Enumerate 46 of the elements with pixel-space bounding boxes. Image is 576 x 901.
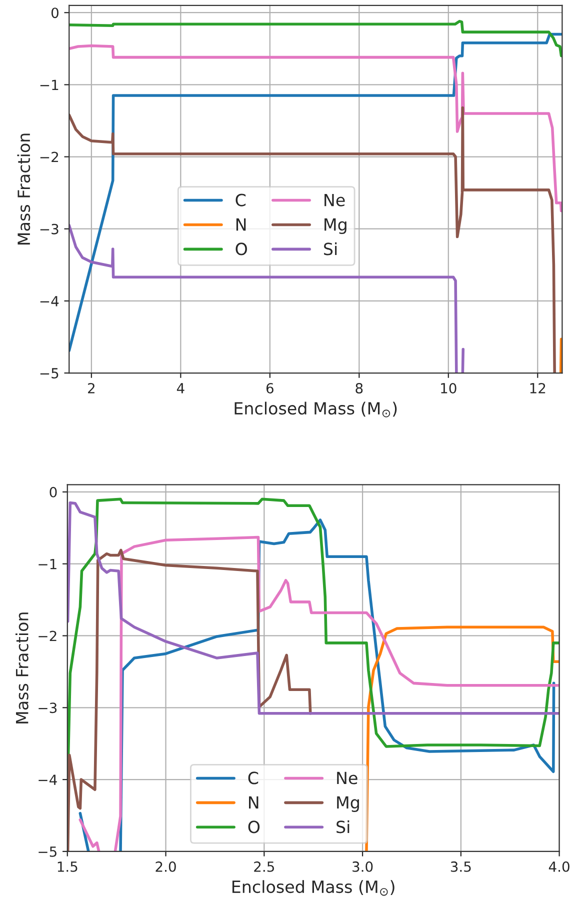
y-tick-label: −3 [38, 702, 57, 714]
line-series [69, 32, 562, 352]
x-axis-title: Enclosed Mass (M$_{⊙}$) [234, 402, 397, 418]
line-series [67, 548, 312, 852]
line-series [67, 501, 560, 715]
legend-label: N [249, 796, 258, 809]
y-axis-title: Mass Fraction [16, 612, 28, 724]
legend-label: Mg [324, 218, 346, 234]
x-tick-label: 3.5 [450, 861, 471, 872]
legend-label: Ne [324, 194, 345, 206]
x-tick-label: 8 [356, 382, 363, 394]
y-tick-label: −5 [38, 846, 56, 857]
y-tick-label: −2 [40, 152, 58, 162]
y-tick-label: 0 [51, 8, 58, 18]
x-tick-label: 3.0 [352, 861, 373, 872]
legend-label: O [248, 820, 260, 834]
legend-label: C [236, 194, 246, 206]
y-tick-label: −4 [38, 774, 57, 785]
legend-label: Mg [337, 796, 359, 812]
x-tick-label: 2 [88, 382, 94, 394]
y-tick-label: −1 [40, 80, 58, 90]
x-tick-label: 6 [266, 382, 274, 394]
x-tick-label: 4 [176, 383, 184, 394]
x-axis-title: Enclosed Mass (M$_{⊙}$) [232, 880, 394, 896]
legend-label: N [236, 218, 246, 231]
line-series [69, 20, 562, 58]
y-axis-title: Mass Fraction [17, 134, 30, 244]
y-tick-label: −2 [38, 630, 56, 642]
legend-label: C [248, 772, 258, 784]
x-tick-label: 10 [441, 382, 456, 394]
legend-label: O [236, 242, 247, 256]
legend-label: Si [336, 820, 350, 834]
line-series [69, 106, 556, 374]
y-tick-label: 0 [50, 486, 57, 498]
x-tick-label: 1.5 [58, 862, 78, 872]
y-tick-label: −4 [40, 296, 59, 306]
line-series [69, 44, 562, 212]
x-tick-label: 2.0 [156, 861, 176, 872]
y-tick-label: −3 [40, 224, 58, 234]
legend-label: Si [324, 242, 337, 256]
x-tick-label: 2.5 [254, 861, 274, 872]
x-tick-label: 4.0 [548, 861, 570, 872]
y-tick-label: −1 [38, 558, 56, 570]
x-tick-label: 12 [530, 382, 546, 394]
legend-label: Ne [337, 772, 358, 784]
y-tick-label: −5 [40, 368, 58, 378]
